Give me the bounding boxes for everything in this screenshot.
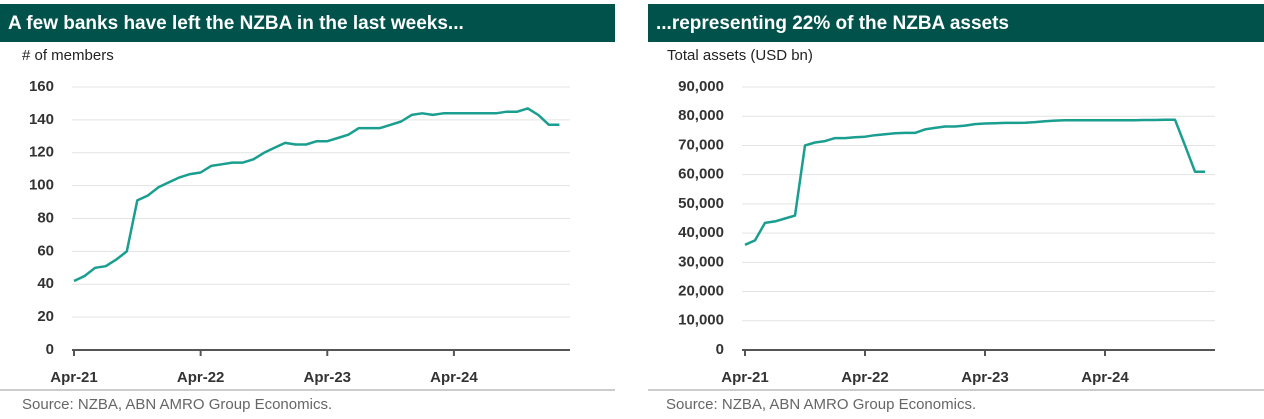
y-tick-label: 40 (37, 275, 54, 292)
title-bar (648, 4, 1264, 42)
y-tick-label: 160 (29, 78, 54, 95)
x-tick-label: Apr-24 (1081, 369, 1129, 386)
y-tick-label: 40,000 (678, 224, 724, 241)
x-tick-label: Apr-21 (721, 369, 769, 386)
y-tick-label: 70,000 (678, 136, 724, 153)
chart-title: A few banks have left the NZBA in the la… (8, 13, 464, 34)
chart-title: ...representing 22% of the NZBA assets (656, 13, 1009, 34)
x-tick-label: Apr-24 (430, 369, 478, 386)
source-note: Source: NZBA, ABN AMRO Group Economics. (22, 396, 332, 413)
series-line (73, 107, 560, 283)
x-tick-label: Apr-22 (841, 369, 889, 386)
x-tick-label: Apr-23 (304, 369, 352, 386)
y-tick-label: 60,000 (678, 166, 724, 183)
y-tick-label: 20 (37, 308, 54, 325)
y-tick-label: 140 (29, 111, 54, 128)
x-tick-label: Apr-23 (961, 369, 1009, 386)
x-tick-label: Apr-21 (50, 369, 98, 386)
chart-panel: ...representing 22% of the NZBA assets To… (648, 4, 1264, 413)
y-tick-label: 30,000 (678, 253, 724, 270)
chart-panel: A few banks have left the NZBA in the la… (0, 4, 615, 413)
y-tick-label: 90,000 (678, 78, 724, 95)
y-axis-label: # of members (22, 47, 114, 64)
x-tick-label: Apr-22 (177, 369, 225, 386)
y-tick-label: 50,000 (678, 195, 724, 212)
y-tick-label: 80,000 (678, 107, 724, 124)
y-tick-label: 100 (29, 177, 54, 194)
y-tick-label: 0 (46, 341, 54, 358)
y-tick-label: 20,000 (678, 283, 724, 300)
series-line (744, 118, 1205, 246)
source-note: Source: NZBA, ABN AMRO Group Economics. (666, 396, 976, 413)
y-tick-label: 0 (716, 341, 724, 358)
y-axis-label: Total assets (USD bn) (667, 47, 813, 64)
y-tick-label: 10,000 (678, 312, 724, 329)
y-tick-label: 60 (37, 242, 54, 259)
y-tick-label: 120 (29, 144, 54, 161)
title-bar (0, 4, 615, 42)
y-tick-label: 80 (37, 209, 54, 226)
